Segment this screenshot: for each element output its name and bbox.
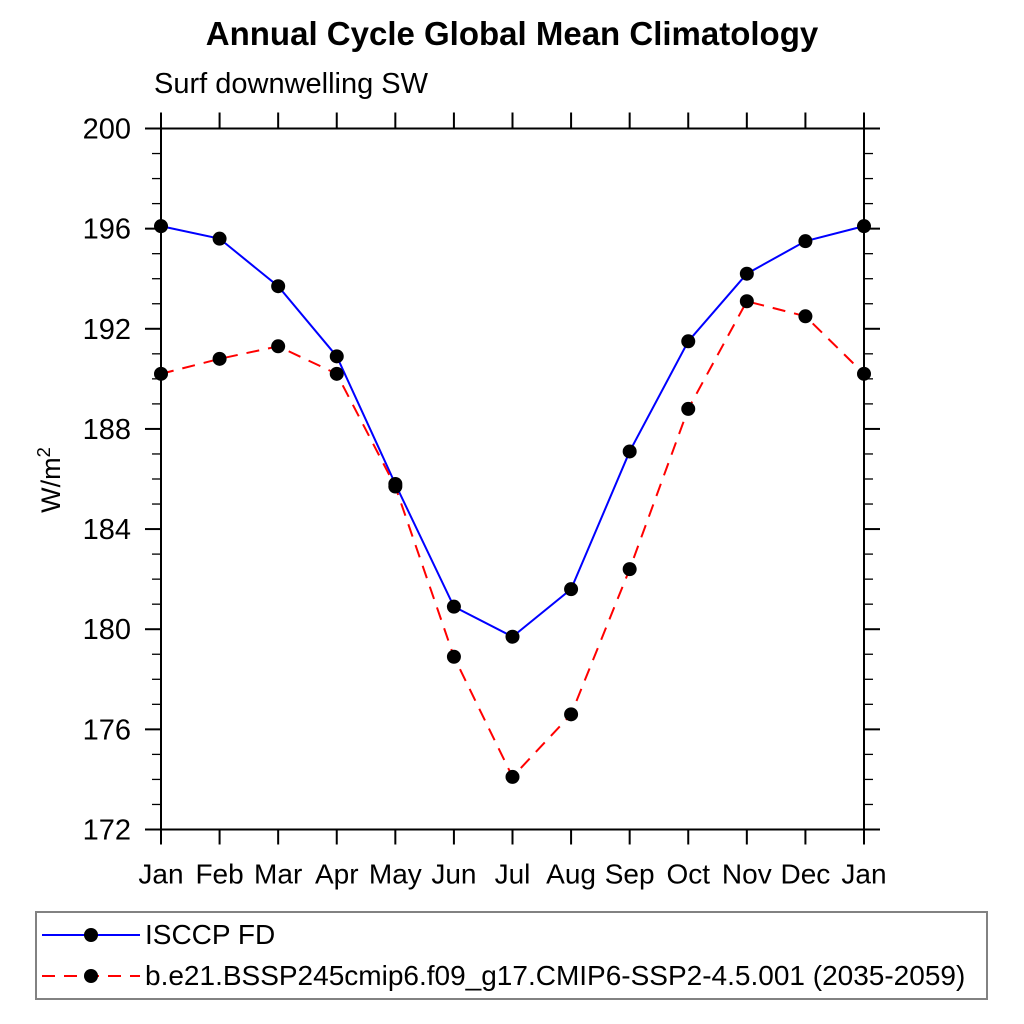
data-point-marker-s1-jan0: [154, 366, 168, 381]
data-point-marker-s0-nov10: [739, 266, 754, 281]
data-point-marker-s0-jun5: [446, 599, 461, 614]
plot-frame: [160, 127, 865, 831]
chart-title: Annual Cycle Global Mean Climatology: [205, 15, 819, 52]
data-point-marker-s1-jul6: [505, 769, 520, 784]
data-point-marker-s1-aug7: [564, 707, 579, 722]
data-point-marker-s1-jun5: [446, 649, 461, 664]
data-point-marker-s0-aug7: [564, 582, 579, 597]
data-point-marker-s0-feb1: [212, 231, 227, 246]
legend-label-isccp-fd: ISCCP FD: [145, 919, 276, 951]
data-point-marker-s1-may4: [388, 479, 403, 494]
y-tick-label: 200: [83, 114, 131, 146]
data-point-marker-s1-jan12: [857, 366, 871, 381]
x-tick-label: Jan: [138, 859, 183, 890]
x-tick-label: Aug: [546, 859, 596, 890]
data-point-marker-s1-sep8: [622, 562, 637, 577]
data-point-marker-s1-nov10: [739, 294, 754, 309]
x-tick-label: Oct: [666, 859, 710, 890]
x-tick-label: Apr: [315, 859, 359, 890]
x-tick-label: Sep: [605, 859, 655, 890]
y-tick-label: 192: [83, 314, 131, 346]
data-point-marker-s0-sep8: [622, 444, 637, 459]
data-point-marker-s1-feb1: [212, 351, 227, 366]
legend-line-sample-dashed: [42, 968, 140, 983]
legend-marker-dot-icon: [84, 928, 98, 943]
y-tick-label: 184: [83, 514, 131, 546]
legend-marker-dot-icon: [84, 968, 98, 983]
legend-label-model: b.e21.BSSP245cmip6.f09_g17.CMIP6-SSP2-4.…: [145, 959, 966, 991]
x-tick-label: Jun: [431, 859, 476, 890]
data-point-marker-s0-mar2: [271, 279, 286, 294]
data-point-marker-s0-jan0: [154, 219, 168, 234]
data-point-marker-s0-dec11: [798, 234, 813, 249]
chart-subtitle: Surf downwelling SW: [154, 68, 428, 100]
x-tick-label: Feb: [195, 859, 243, 890]
data-point-marker-s1-oct9: [681, 401, 696, 416]
legend-item-isccp-fd: ISCCP FD: [37, 915, 986, 955]
legend-item-model: b.e21.BSSP245cmip6.f09_g17.CMIP6-SSP2-4.…: [37, 956, 986, 996]
y-tick-label: 176: [83, 714, 131, 746]
y-tick-label: 172: [83, 815, 131, 847]
data-point-marker-s1-apr3: [329, 366, 344, 381]
x-tick-label: Nov: [722, 859, 772, 890]
x-tick-label: Jan: [841, 859, 886, 890]
series-line-1: [160, 300, 865, 779]
legend-line-sample-solid: [42, 928, 140, 943]
y-tick-label: 196: [83, 214, 131, 246]
data-point-marker-s0-apr3: [329, 349, 344, 364]
legend: ISCCP FD b.e21.BSSP245cmip6.f09_g17.CMIP…: [35, 911, 988, 1000]
series-line-0: [160, 225, 865, 638]
x-tick-label: May: [369, 859, 422, 890]
data-point-marker-s0-jan12: [857, 219, 871, 234]
data-point-marker-s0-jul6: [505, 629, 520, 644]
data-point-marker-s1-dec11: [798, 309, 813, 324]
y-tick-label: 188: [83, 414, 131, 446]
data-point-marker-s1-mar2: [271, 339, 286, 354]
data-point-marker-s0-oct9: [681, 334, 696, 349]
x-tick-label: Jul: [495, 859, 531, 890]
x-tick-label: Mar: [254, 859, 302, 890]
y-tick-label: 180: [83, 614, 131, 646]
x-tick-label: Dec: [781, 859, 831, 890]
